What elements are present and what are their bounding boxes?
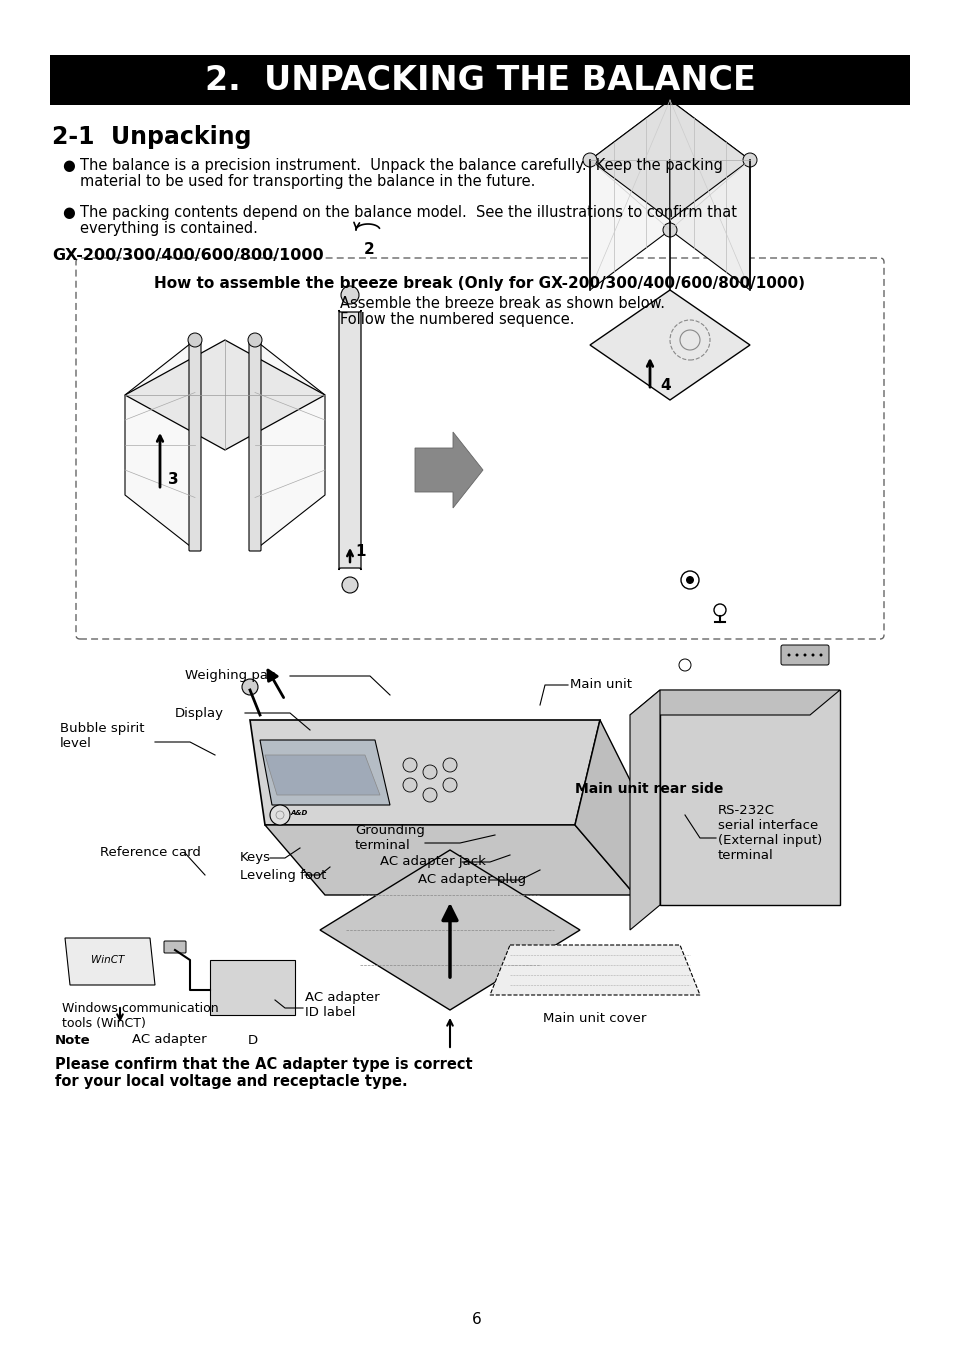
Circle shape: [742, 153, 757, 167]
Circle shape: [795, 653, 798, 656]
Text: everything is contained.: everything is contained.: [80, 221, 257, 236]
Text: A&D: A&D: [290, 810, 307, 815]
Text: AC adapter jack: AC adapter jack: [379, 856, 485, 868]
Text: AC adapter
ID label: AC adapter ID label: [305, 991, 379, 1019]
Circle shape: [819, 653, 821, 656]
Polygon shape: [250, 720, 599, 825]
Polygon shape: [319, 850, 579, 1010]
Polygon shape: [65, 938, 154, 985]
Circle shape: [582, 153, 597, 167]
Circle shape: [442, 778, 456, 792]
Text: for your local voltage and receptacle type.: for your local voltage and receptacle ty…: [55, 1075, 407, 1089]
Circle shape: [341, 576, 357, 593]
Polygon shape: [589, 290, 749, 400]
Text: Note: Note: [55, 1034, 91, 1046]
Polygon shape: [629, 690, 840, 716]
FancyBboxPatch shape: [338, 310, 360, 570]
Text: Windows communication
tools (WinCT): Windows communication tools (WinCT): [62, 1002, 218, 1030]
Text: Keys: Keys: [240, 852, 271, 864]
Circle shape: [340, 286, 358, 304]
Text: 4: 4: [659, 378, 670, 393]
Text: WinCT: WinCT: [91, 954, 125, 965]
Text: The balance is a precision instrument.  Unpack the balance carefully.  Keep the : The balance is a precision instrument. U…: [80, 158, 722, 173]
Circle shape: [270, 805, 290, 825]
Circle shape: [662, 223, 677, 238]
Circle shape: [188, 333, 202, 347]
Circle shape: [422, 765, 436, 779]
Polygon shape: [125, 340, 325, 450]
Text: ●: ●: [62, 158, 74, 173]
FancyBboxPatch shape: [76, 258, 883, 639]
FancyBboxPatch shape: [781, 645, 828, 666]
FancyBboxPatch shape: [164, 941, 186, 953]
Circle shape: [402, 757, 416, 772]
Polygon shape: [575, 720, 635, 895]
Circle shape: [242, 679, 257, 695]
Polygon shape: [490, 945, 700, 995]
Text: Weighing pan: Weighing pan: [185, 670, 276, 683]
Circle shape: [786, 653, 790, 656]
Circle shape: [811, 653, 814, 656]
Text: 3: 3: [168, 472, 178, 487]
Text: ●: ●: [62, 205, 74, 220]
Polygon shape: [589, 100, 669, 290]
Polygon shape: [210, 960, 294, 1015]
Text: AC adapter: AC adapter: [132, 1034, 207, 1046]
Polygon shape: [669, 100, 749, 290]
Text: Main unit rear side: Main unit rear side: [575, 782, 722, 796]
Circle shape: [685, 576, 693, 585]
Text: Grounding
terminal: Grounding terminal: [355, 824, 424, 852]
Polygon shape: [125, 340, 194, 549]
Circle shape: [422, 788, 436, 802]
Text: Leveling foot: Leveling foot: [240, 868, 326, 882]
Text: Follow the numbered sequence.: Follow the numbered sequence.: [339, 312, 574, 327]
Text: 2-1  Unpacking: 2-1 Unpacking: [52, 126, 252, 148]
Text: D: D: [248, 1034, 258, 1046]
Text: 6: 6: [472, 1312, 481, 1327]
Text: AC adapter plug: AC adapter plug: [417, 873, 525, 887]
Text: Reference card: Reference card: [100, 846, 201, 860]
Text: Bubble spirit
level: Bubble spirit level: [60, 722, 144, 751]
Text: GX-200/300/400/600/800/1000: GX-200/300/400/600/800/1000: [52, 248, 323, 263]
Polygon shape: [589, 100, 749, 220]
Text: 1: 1: [355, 544, 365, 559]
Polygon shape: [254, 340, 325, 549]
Bar: [50, 55, 909, 105]
Text: 2.  UNPACKING THE BALANCE: 2. UNPACKING THE BALANCE: [204, 63, 755, 96]
Polygon shape: [265, 825, 635, 895]
Circle shape: [402, 778, 416, 792]
Text: Main unit: Main unit: [569, 679, 631, 691]
Text: Assemble the breeze break as shown below.: Assemble the breeze break as shown below…: [339, 296, 664, 310]
FancyBboxPatch shape: [249, 339, 261, 551]
Polygon shape: [260, 740, 390, 805]
Circle shape: [248, 333, 262, 347]
Text: RS-232C
serial interface
(External input)
terminal: RS-232C serial interface (External input…: [718, 805, 821, 863]
Polygon shape: [415, 432, 482, 508]
Text: Display: Display: [174, 706, 224, 720]
Circle shape: [802, 653, 805, 656]
Text: How to assemble the breeze break (Only for GX-200/300/400/600/800/1000): How to assemble the breeze break (Only f…: [154, 275, 804, 292]
Polygon shape: [629, 690, 659, 930]
Text: Main unit cover: Main unit cover: [543, 1011, 646, 1025]
Text: 2: 2: [364, 243, 375, 258]
FancyBboxPatch shape: [189, 339, 201, 551]
Text: The packing contents depend on the balance model.  See the illustrations to conf: The packing contents depend on the balan…: [80, 205, 737, 220]
Text: material to be used for transporting the balance in the future.: material to be used for transporting the…: [80, 174, 535, 189]
Polygon shape: [659, 690, 840, 904]
Circle shape: [442, 757, 456, 772]
Text: Please confirm that the AC adapter type is correct: Please confirm that the AC adapter type …: [55, 1057, 472, 1072]
Polygon shape: [265, 755, 379, 795]
